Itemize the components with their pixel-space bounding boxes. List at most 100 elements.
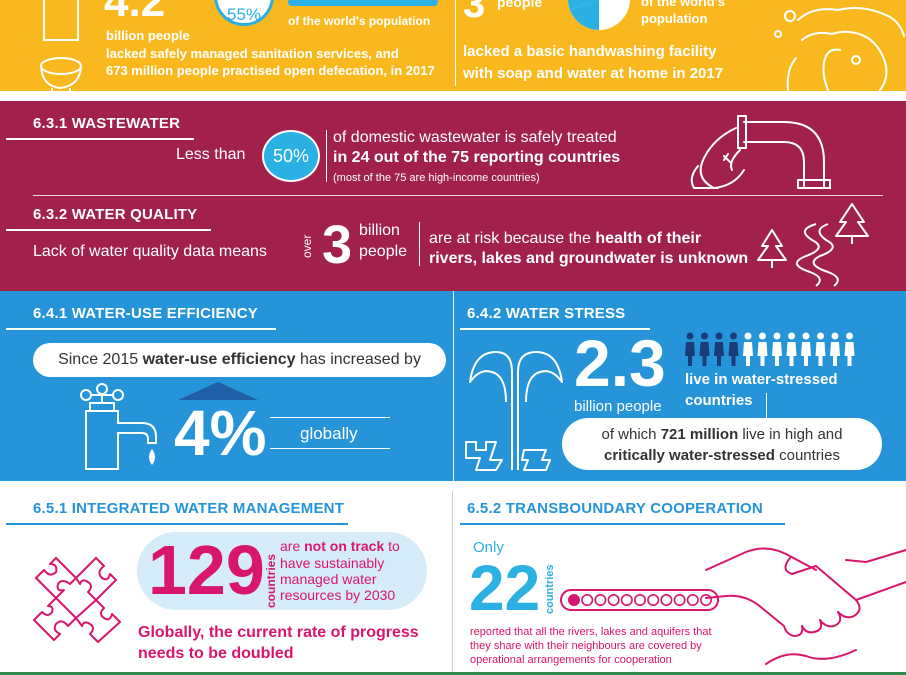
water-quality-prefix: Lack of water quality data means	[33, 243, 267, 260]
water-quality-unit-1: billion	[359, 222, 400, 239]
sanitation-big-number: 4.2	[104, 0, 166, 26]
country-dot	[647, 594, 660, 606]
wastewater-band	[0, 101, 906, 291]
circle-dots-icon	[560, 589, 719, 611]
transboundary-only: Only	[473, 539, 504, 556]
water-use-heading-underline	[6, 328, 276, 330]
wastewater-text-1: of domestic wastewater is safely treated	[333, 129, 617, 146]
person-figure	[757, 332, 768, 366]
wastewater-text-2: in 24 out of the 75 reporting countries	[333, 149, 621, 166]
person-figure	[786, 332, 797, 366]
water-use-divider	[453, 291, 454, 481]
country-dot	[686, 594, 699, 606]
water-quality-divider	[419, 222, 420, 266]
people-icon	[685, 332, 855, 366]
person-figure	[685, 332, 695, 366]
sanitation-divider	[455, 0, 456, 86]
river-trees-icon	[757, 203, 869, 287]
wastewater-note: (most of the 75 are high-income countrie…	[333, 172, 540, 184]
management-divider	[452, 491, 453, 675]
transboundary-text-1: reported that all the rivers, lakes and …	[470, 626, 712, 638]
water-use-suffix: globally	[300, 424, 358, 443]
management-footer-1: Globally, the current rate of progress	[138, 624, 419, 641]
transboundary-side-label: countries	[544, 564, 556, 614]
person-figure	[815, 332, 826, 366]
water-stress-text-2: countries	[685, 392, 753, 409]
water-stress-pill-a: of which	[601, 426, 661, 443]
country-dot	[634, 594, 647, 606]
handwashing-big-number: 3	[463, 0, 486, 26]
water-quality-heading: 6.3.2 WATER QUALITY	[33, 206, 198, 223]
transboundary-heading-underline	[460, 523, 785, 525]
puzzle-icon	[33, 557, 121, 643]
population-dots	[288, 0, 438, 8]
water-quality-unit-2: people	[359, 243, 408, 260]
water-stress-pill-e: countries	[774, 447, 840, 464]
handwashing-pop-label-2: population	[641, 11, 708, 26]
management-heading-underline	[6, 523, 348, 525]
management-text-1a: are	[280, 538, 305, 554]
water-quality-big-number: 3	[322, 215, 353, 275]
water-use-pill-b: water-use efficiency	[142, 351, 296, 368]
management-bubble	[137, 532, 427, 610]
wastewater-divider	[326, 130, 327, 182]
management-text-1: are not on track to	[280, 538, 400, 554]
water-use-pill: Since 2015 water-use efficiency has incr…	[33, 343, 446, 377]
water-use-value: 4%	[174, 397, 267, 469]
up-arrow	[178, 382, 258, 400]
handwashing-text-1: lacked a basic handwashing facility	[463, 43, 717, 60]
wastewater-separator	[33, 195, 883, 196]
handshake-icon	[705, 547, 906, 665]
tap-icon	[80, 383, 157, 470]
water-quality-text-1a: are at risk because the	[429, 230, 596, 247]
pie-icon	[568, 0, 630, 30]
water-stress-unit: billion people	[574, 398, 662, 415]
management-text-4: resources by 2030	[280, 587, 396, 603]
wastewater-prefix: Less than	[176, 146, 246, 163]
water-use-pill-a: Since 2015	[58, 351, 143, 368]
water-stress-text-1: live in water-stressed	[685, 371, 838, 388]
country-dot	[620, 594, 633, 606]
country-dot	[700, 594, 713, 606]
sanitation-unit: billion people	[106, 28, 190, 43]
water-use-heading: 6.4.1 WATER-USE EFFICIENCY	[33, 305, 258, 322]
transboundary-big-number: 22	[469, 552, 541, 624]
person-figure	[699, 332, 710, 366]
sanitation-band	[0, 0, 906, 91]
person-figure	[743, 332, 753, 366]
handwashing-unit: people	[497, 0, 543, 10]
sanitation-percent: 55%	[226, 5, 262, 24]
management-side-label: countries	[264, 553, 278, 608]
management-footer-2: needs to be doubled	[138, 645, 294, 662]
hands-washing-icon	[774, 7, 905, 91]
water-use-rule-1	[270, 417, 390, 418]
water-stress-pill-b: 721 million	[660, 426, 739, 443]
wastewater-percent-circle: 50%	[262, 130, 320, 182]
person-figure	[772, 332, 782, 366]
country-dot	[568, 594, 580, 606]
management-text-3: managed water	[280, 571, 377, 587]
person-figure	[844, 332, 855, 366]
country-dot	[673, 594, 686, 606]
drain-pipe-icon	[690, 115, 831, 190]
country-dot	[660, 594, 673, 606]
dried-plant-icon	[465, 351, 563, 471]
water-stress-pill: of which 721 million live in high and cr…	[562, 418, 882, 470]
water-stress-big-number: 2.3	[574, 326, 666, 400]
person-figure	[830, 332, 840, 366]
management-big-number: 129	[148, 531, 265, 609]
person-figure	[714, 332, 724, 366]
transboundary-text-3: operational arrangements for cooperation	[470, 654, 672, 666]
wastewater-heading-underline	[6, 138, 194, 140]
bottom-rule	[0, 672, 906, 675]
person-figure	[728, 332, 739, 366]
water-stress-pill-c: live in high and	[738, 426, 843, 443]
handwashing-text-2: with soap and water at home in 2017	[463, 65, 724, 82]
sanitation-text-2: 673 million people practised open defeca…	[106, 63, 435, 78]
management-text-2: have sustainably	[280, 555, 385, 571]
toilet-icon	[40, 0, 82, 91]
sanitation-text-1: lacked safely managed sanitation service…	[106, 46, 399, 61]
sanitation-percent-circle: 55%	[214, 0, 274, 26]
management-text-1c: to	[384, 538, 400, 554]
water-use-pill-c: has increased by	[295, 351, 421, 368]
